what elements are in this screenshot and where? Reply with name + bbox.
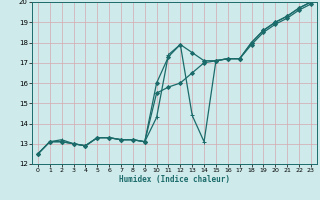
- X-axis label: Humidex (Indice chaleur): Humidex (Indice chaleur): [119, 175, 230, 184]
